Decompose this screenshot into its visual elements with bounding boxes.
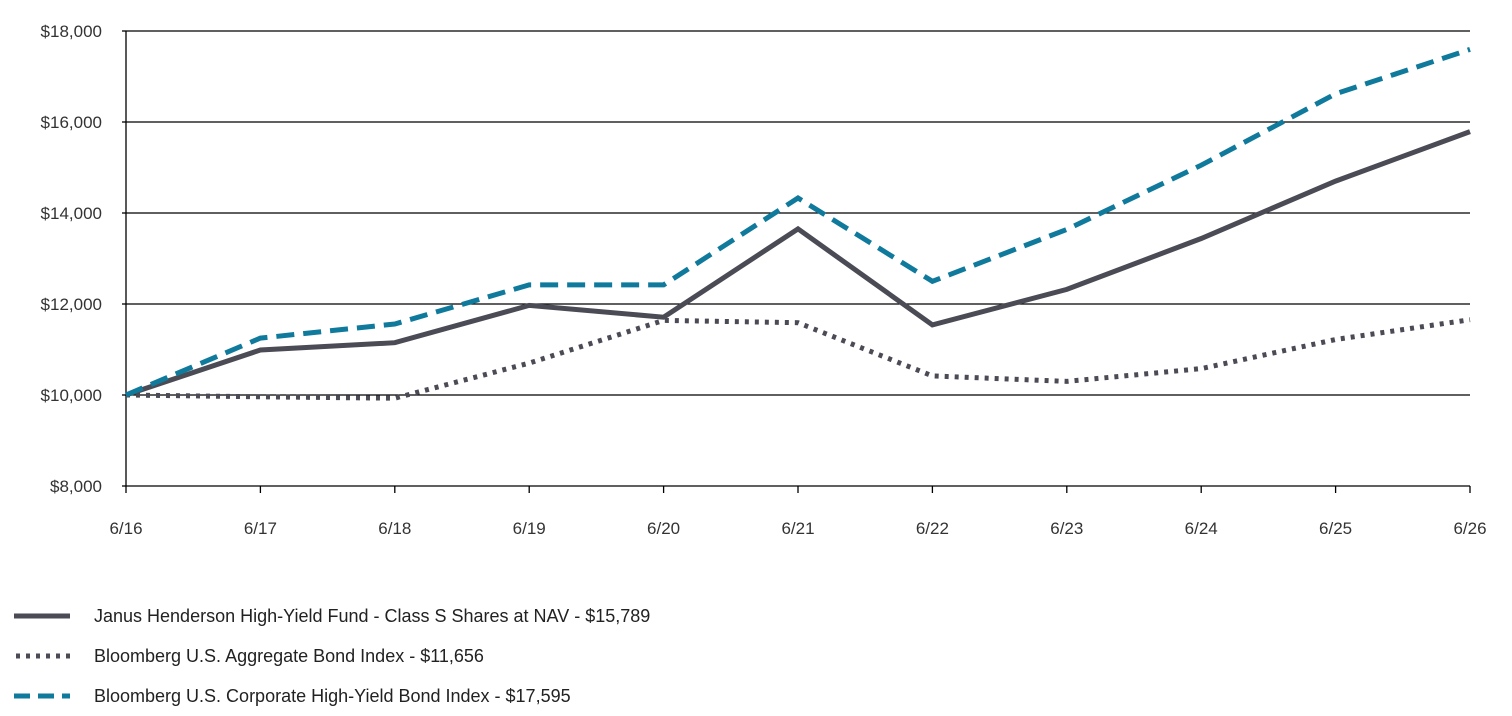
x-tick-label: 6/17 bbox=[244, 519, 277, 538]
x-tick-label: 6/24 bbox=[1185, 519, 1218, 538]
x-tick-label: 6/21 bbox=[781, 519, 814, 538]
x-tick-label: 6/22 bbox=[916, 519, 949, 538]
legend-label-aggregate-index: Bloomberg U.S. Aggregate Bond Index - $1… bbox=[94, 645, 484, 666]
legend-item-high-yield-index: Bloomberg U.S. Corporate High-Yield Bond… bbox=[14, 676, 650, 716]
legend-swatch-dashed bbox=[14, 693, 70, 699]
x-axis-tick-labels: 6/16 6/17 6/18 6/19 6/20 6/21 6/22 6/23 6/24 6/25… bbox=[109, 519, 1486, 538]
legend-swatch-dotted bbox=[16, 653, 70, 659]
x-tick-label: 6/19 bbox=[513, 519, 546, 538]
legend-item-fund: Janus Henderson High-Yield Fund - Class … bbox=[14, 596, 650, 636]
legend-swatch-solid bbox=[14, 613, 70, 619]
x-tick-label: 6/20 bbox=[647, 519, 680, 538]
legend-label-fund: Janus Henderson High-Yield Fund - Class … bbox=[94, 605, 651, 626]
x-tick-label: 6/26 bbox=[1453, 519, 1486, 538]
series-lines bbox=[125, 47, 1471, 401]
y-tick-label: $16,000 bbox=[41, 113, 102, 132]
line-chart: $8,000 $10,000 $12,000 $14,000 $16,000 $18,00… bbox=[41, 22, 1487, 538]
legend-label-high-yield-index: Bloomberg U.S. Corporate High-Yield Bond… bbox=[94, 685, 571, 706]
x-tick-label: 6/25 bbox=[1319, 519, 1352, 538]
x-tick-label: 6/16 bbox=[109, 519, 142, 538]
y-tick-label: $18,000 bbox=[41, 22, 102, 41]
series-line-fund bbox=[125, 129, 1471, 398]
y-tick-label: $14,000 bbox=[41, 204, 102, 223]
x-tick-label: 6/23 bbox=[1050, 519, 1083, 538]
legend-item-aggregate-index: Bloomberg U.S. Aggregate Bond Index - $1… bbox=[14, 636, 650, 676]
axes bbox=[122, 30, 1471, 493]
legend: Janus Henderson High-Yield Fund - Class … bbox=[14, 596, 650, 716]
series-line-aggregate-index bbox=[125, 317, 1471, 401]
y-tick-label: $8,000 bbox=[50, 477, 102, 496]
series-line-high-yield-index bbox=[125, 47, 1471, 398]
y-tick-label: $12,000 bbox=[41, 295, 102, 314]
y-axis-tick-labels: $8,000 $10,000 $12,000 $14,000 $16,000 $18,00… bbox=[41, 22, 102, 496]
grid-lines bbox=[126, 30, 1470, 396]
x-tick-label: 6/18 bbox=[378, 519, 411, 538]
y-tick-label: $10,000 bbox=[41, 386, 102, 405]
